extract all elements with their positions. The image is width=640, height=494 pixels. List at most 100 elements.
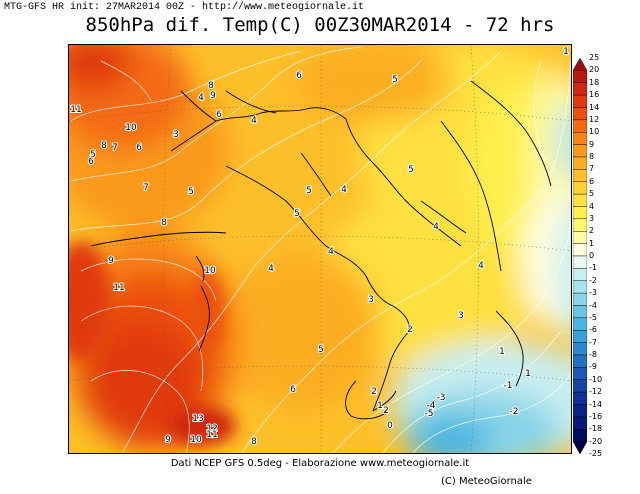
- contour-label: 8: [161, 218, 167, 228]
- colorbar-cell: [573, 169, 587, 182]
- colorbar-cell: [573, 268, 587, 281]
- contour-label: 10: [125, 123, 137, 133]
- contour-label: -2: [510, 407, 519, 417]
- colorbar-cell: [573, 416, 587, 430]
- colorbar-cell: [573, 354, 587, 368]
- contour-label: 4: [198, 93, 204, 103]
- colorbar-cell: [573, 107, 587, 121]
- contour-label: 2: [407, 325, 413, 335]
- colorbar-tick-label: 18: [589, 77, 600, 87]
- colorbar-cell: [573, 82, 587, 96]
- contour-label: -5: [425, 409, 434, 419]
- colorbar-cell: [573, 132, 587, 145]
- colorbar-tick-label: -12: [589, 387, 603, 397]
- colorbar-cell: [573, 292, 587, 306]
- colorbar-tick-label: 7: [589, 164, 595, 174]
- colorbar-tick-label: -2: [589, 275, 597, 285]
- colorbar-cell: [573, 255, 587, 269]
- contour-label: 1: [377, 401, 383, 411]
- colorbar-cell: [573, 342, 587, 356]
- contour-label: -3: [437, 393, 446, 403]
- run-info-header: MTG-GFS HR init: 27MAR2014 00Z - http://…: [4, 2, 365, 13]
- colorbar-tick-label: -6: [589, 325, 597, 335]
- colorbar-tick-label: -9: [589, 362, 597, 372]
- colorbar-tick-label: 20: [589, 65, 600, 75]
- colorbar-cell: [573, 317, 587, 331]
- contour-label: 13: [192, 414, 203, 424]
- contour-label: 8: [101, 141, 107, 151]
- contour-label: 11: [113, 283, 124, 293]
- colorbar-cell: [573, 429, 587, 442]
- contour-label: 1: [499, 347, 505, 357]
- coastlines-and-borders: [90, 80, 552, 420]
- colorbar-tick-label: -3: [589, 288, 597, 298]
- colorbar: [573, 58, 587, 454]
- colorbar-cell: [573, 367, 587, 380]
- contour-label: 9: [210, 91, 216, 101]
- contour-label: 2: [371, 387, 377, 397]
- contour-label: 6: [290, 385, 296, 395]
- contour-label: 6: [136, 143, 142, 153]
- colorbar-tick-label: -18: [589, 424, 603, 434]
- colorbar-tick-label: 14: [589, 102, 600, 112]
- contour-label: -4: [427, 401, 436, 411]
- data-source-footer: Dati NCEP GFS 0.5deg - Elaborazione www.…: [170, 458, 470, 469]
- contour-label: 5: [306, 186, 312, 196]
- colorbar-cell: [573, 379, 587, 393]
- colorbar-tick-label: 0: [589, 251, 595, 260]
- contour-label: 8: [251, 437, 257, 447]
- contour-label: -1: [504, 381, 513, 391]
- colorbar-tick-label: 25: [589, 53, 600, 62]
- colorbar-tick-label: 8: [589, 152, 595, 161]
- colorbar-tick-label: -20: [589, 436, 603, 446]
- colorbar-cell: [573, 441, 587, 454]
- colorbar-cell: [573, 330, 587, 343]
- colorbar-tick-label: -7: [589, 337, 597, 347]
- colorbar-cell: [573, 231, 587, 244]
- colorbar-tick-label: -14: [589, 399, 603, 409]
- colorbar-tick-label: -8: [589, 350, 597, 359]
- contour-label: 6: [216, 110, 222, 120]
- colorbar-cell: [573, 305, 587, 319]
- contour-label: 5: [294, 209, 300, 219]
- copyright-notice: (C) MeteoGiornale: [441, 476, 532, 487]
- map-title: 850hPa dif. Temp(C) 00Z30MAR2014 - 72 hr…: [85, 14, 555, 36]
- colorbar-cell: [573, 193, 587, 207]
- colorbar-cell: [573, 58, 587, 71]
- colorbar-cell: [573, 94, 587, 108]
- contour-label: 4: [478, 261, 484, 271]
- contour-label: 4: [433, 222, 439, 232]
- contour-label: 10: [190, 435, 202, 445]
- contour-label: 5: [392, 75, 398, 85]
- colorbar-cell: [573, 181, 587, 195]
- colorbar-tick-label: -1: [589, 263, 597, 273]
- temperature-field: [69, 45, 571, 453]
- contour-label: 12: [206, 424, 217, 434]
- colorbar-tick-label: 9: [589, 139, 595, 149]
- colorbar-cell: [573, 280, 587, 294]
- contour-label: 11: [70, 105, 81, 115]
- contour-label: 5: [318, 345, 324, 355]
- contour-label: 4: [268, 264, 274, 274]
- contour-label: 1: [525, 369, 531, 379]
- colorbar-tick-label: -25: [589, 449, 603, 458]
- contour-label: 7: [143, 183, 149, 193]
- map-panel: 1 11 10 8 7 6 5 6 7 3 4 8 9 6 6 5 4 5 5 5 4 5 4 4 8 9 10 11 4 4 3 3 2 5 1 6…: [68, 44, 572, 454]
- colorbar-tick-label: -4: [589, 300, 597, 310]
- colorbar-tick-label: 10: [589, 127, 600, 137]
- contour-label: 9: [108, 256, 114, 266]
- colorbar-tick-label: -16: [589, 411, 603, 421]
- colorbar-cell: [573, 156, 587, 170]
- colorbar-tick-label: 6: [589, 176, 595, 186]
- grid-lines: [69, 45, 571, 453]
- colorbar-cell: [573, 144, 587, 158]
- colorbar-cell: [573, 404, 587, 418]
- colorbar-tick-label: -10: [589, 374, 603, 384]
- contour-label: 11: [206, 430, 217, 440]
- colorbar-labels: 25 20 18 16 14 12 10 9 8 7 6 5 4 3 2 1 0 -1 -2 -3 -4 -5 -6 -7 -8…: [589, 54, 629, 458]
- contour-label: 5: [90, 150, 96, 160]
- colorbar-tick-label: 3: [589, 213, 595, 223]
- colorbar-tick-label: 16: [589, 90, 600, 100]
- isotherm-lines: [70, 46, 571, 453]
